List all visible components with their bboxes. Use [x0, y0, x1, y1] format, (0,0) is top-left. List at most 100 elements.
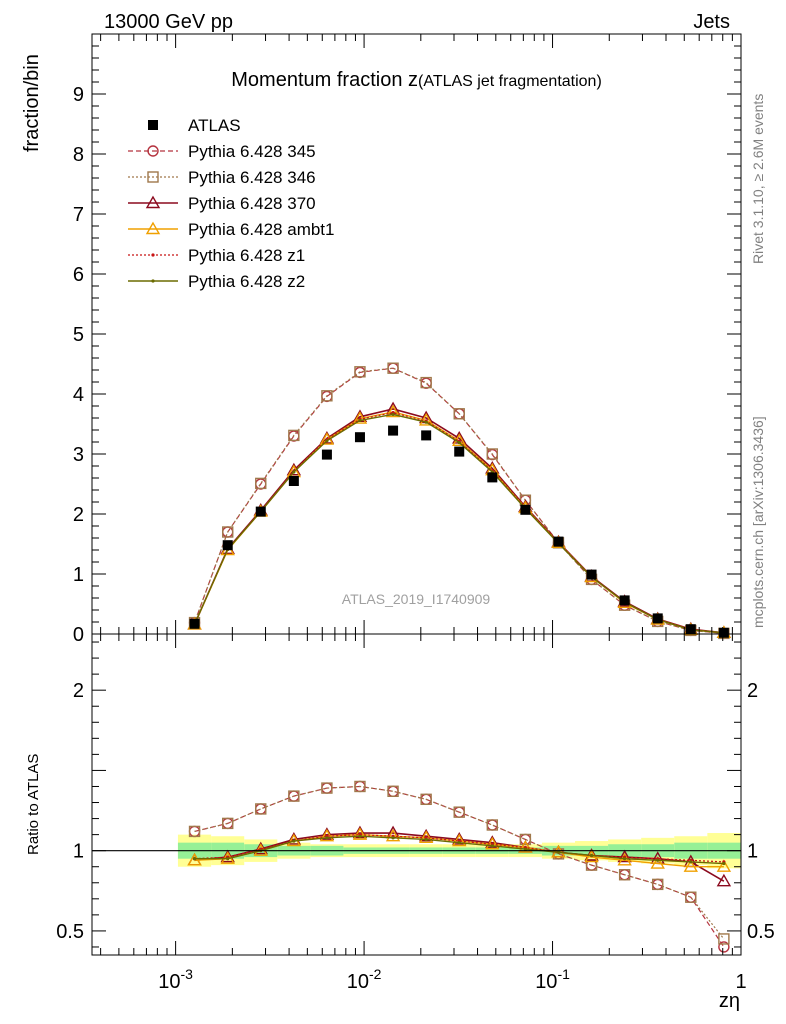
legend-entry: Pythia 6.428 ambt1 — [128, 220, 334, 239]
ratio-point — [192, 857, 197, 861]
ratio-point — [556, 850, 561, 854]
data-point — [453, 408, 465, 420]
main-y-axis-label: fraction/bin — [21, 54, 43, 152]
ratio-point — [652, 878, 664, 891]
chart-title-main: Momentum fraction z — [231, 69, 418, 91]
data-point — [255, 477, 267, 490]
ratio-point — [716, 859, 732, 872]
ratio-y-tick-label-right: 0.5 — [747, 921, 775, 943]
data-point — [718, 627, 729, 638]
data-point — [255, 506, 266, 517]
legend-marker — [147, 171, 159, 183]
y-tick-label: 7 — [73, 204, 84, 226]
ratio-point — [288, 790, 300, 802]
ratio-point — [486, 819, 499, 831]
legend-label: Pythia 6.428 z2 — [188, 272, 305, 291]
y-tick-label: 3 — [73, 444, 84, 466]
ratio-series-pythia-6-428-346 — [188, 780, 730, 945]
ratio-point — [286, 832, 302, 845]
data-point — [321, 449, 332, 460]
y-tick-label: 8 — [73, 144, 84, 166]
ratio-point — [292, 839, 296, 843]
source-site-label: mcplots.cern.ch [arXiv:1306.3436] — [750, 416, 766, 628]
ratio-point — [352, 827, 368, 840]
legend-entry: Pythia 6.428 z2 — [128, 272, 305, 291]
ratio-point — [385, 828, 401, 842]
series-line — [193, 367, 724, 634]
ratio-point — [623, 857, 627, 861]
ratio-point — [490, 844, 494, 848]
ratio-point — [486, 819, 499, 831]
series-atlas-data — [189, 425, 729, 638]
ratio-point — [253, 841, 268, 855]
ratio-point — [424, 837, 428, 842]
ratio-point — [226, 857, 230, 861]
legend-label: Pythia 6.428 370 — [188, 194, 316, 213]
ratio-y-tick-label: 1 — [73, 841, 84, 863]
y-tick-label: 4 — [73, 384, 84, 406]
data-point — [222, 526, 234, 538]
ratio-point — [188, 825, 201, 838]
legend-entry: Pythia 6.428 370 — [128, 194, 316, 213]
data-point — [388, 425, 399, 436]
x-tick-label: 10-3 — [158, 966, 193, 993]
ratio-point — [716, 873, 732, 887]
ratio-point — [255, 803, 267, 815]
ratio-y-tick-label: 2 — [73, 680, 84, 702]
ratio-point — [523, 847, 527, 851]
ratio-y-tick-label: 0.5 — [56, 921, 84, 943]
ratio-point — [650, 856, 665, 869]
ratio-point — [685, 891, 697, 903]
ratio-point — [618, 869, 631, 881]
x-tick-label: 1 — [735, 971, 746, 993]
data-point — [325, 439, 329, 443]
data-point — [385, 404, 401, 418]
ratio-y-tick-label-right: 1 — [747, 841, 758, 863]
y-tick-label: 9 — [73, 84, 84, 106]
legend-marker — [148, 120, 158, 130]
legend-label: Pythia 6.428 346 — [188, 168, 316, 187]
legend-marker — [147, 145, 159, 157]
data-point — [222, 540, 233, 551]
ratio-y-tick-label-right: 2 — [747, 680, 758, 702]
data-point — [424, 420, 428, 424]
legend-marker — [151, 279, 155, 283]
ratio-point — [722, 861, 726, 866]
data-point — [321, 390, 333, 402]
ratio-plot-frame — [91, 633, 742, 956]
ratio-point — [391, 836, 395, 840]
ratio-point — [321, 782, 333, 794]
legend-entry: Pythia 6.428 345 — [128, 142, 316, 161]
legend-label: Pythia 6.428 z1 — [188, 246, 305, 265]
analysis-id-label: ATLAS_2019_I1740909 — [342, 591, 491, 607]
ratio-y-axis-label: Ratio to ATLAS — [25, 754, 42, 855]
axes: 0 1 2 3 4 5 6 7 8 9 0.5 0.5 1 1 2 2 10-3 10-2 10-1 1 — [56, 33, 775, 993]
ratio-point — [222, 817, 234, 830]
legend-label: Pythia 6.428 ambt1 — [188, 220, 334, 239]
ratio-point — [255, 803, 267, 815]
ratio-point — [354, 780, 366, 793]
data-point — [352, 411, 368, 424]
y-tick-label: 1 — [73, 564, 84, 586]
legend-entry: Pythia 6.428 346 — [128, 168, 316, 187]
ratio-point — [518, 840, 533, 853]
data-point — [457, 441, 461, 445]
legend-label: ATLAS — [188, 116, 241, 135]
ratio-point — [589, 853, 594, 858]
data-point — [652, 613, 663, 624]
energy-label: 13000 GeV pp — [104, 11, 233, 33]
y-tick-label: 6 — [73, 264, 84, 286]
data-point — [520, 504, 531, 515]
ratio-point — [358, 834, 362, 838]
ratio-point — [519, 833, 532, 846]
y-tick-label: 5 — [73, 324, 84, 346]
ratio-point — [689, 860, 693, 864]
ratio-point — [457, 841, 461, 845]
ratio-point — [325, 836, 329, 840]
ratio-point — [617, 852, 632, 866]
y-tick-label: 0 — [73, 624, 84, 646]
legend-entry: ATLAS — [148, 116, 241, 135]
ratio-point — [420, 793, 432, 806]
data-point — [586, 569, 597, 580]
